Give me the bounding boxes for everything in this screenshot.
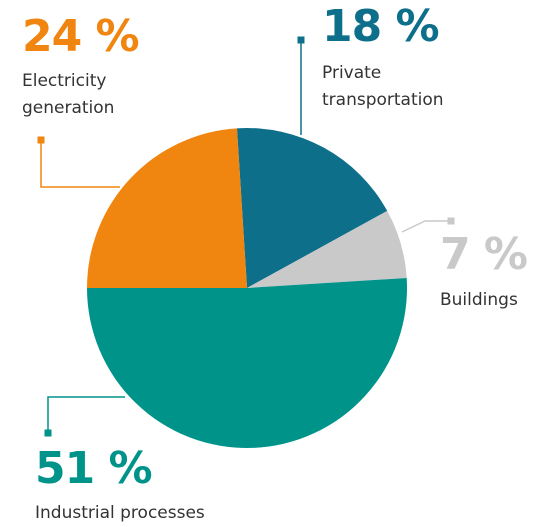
value-label: 7 % <box>440 229 528 280</box>
pie-slice <box>247 210 407 288</box>
value-label: 18 % <box>322 1 440 52</box>
leader-dot <box>297 36 305 44</box>
category-label: Industrial processes <box>35 503 205 523</box>
leader-dot <box>44 429 52 437</box>
leader-line <box>401 220 451 233</box>
pie-slice <box>236 128 388 288</box>
category-label: Electricity generation <box>22 71 115 118</box>
pie-slice <box>87 277 408 449</box>
pie-slice <box>87 128 247 288</box>
leader-line <box>40 140 120 188</box>
category-label: Buildings <box>440 290 518 310</box>
value-label: 51 % <box>35 443 153 494</box>
leader-line <box>47 396 125 433</box>
leader-dot <box>447 217 455 225</box>
value-label: 24 % <box>22 11 140 62</box>
leader-dot <box>37 136 45 144</box>
category-label: Private transportation <box>322 63 444 110</box>
